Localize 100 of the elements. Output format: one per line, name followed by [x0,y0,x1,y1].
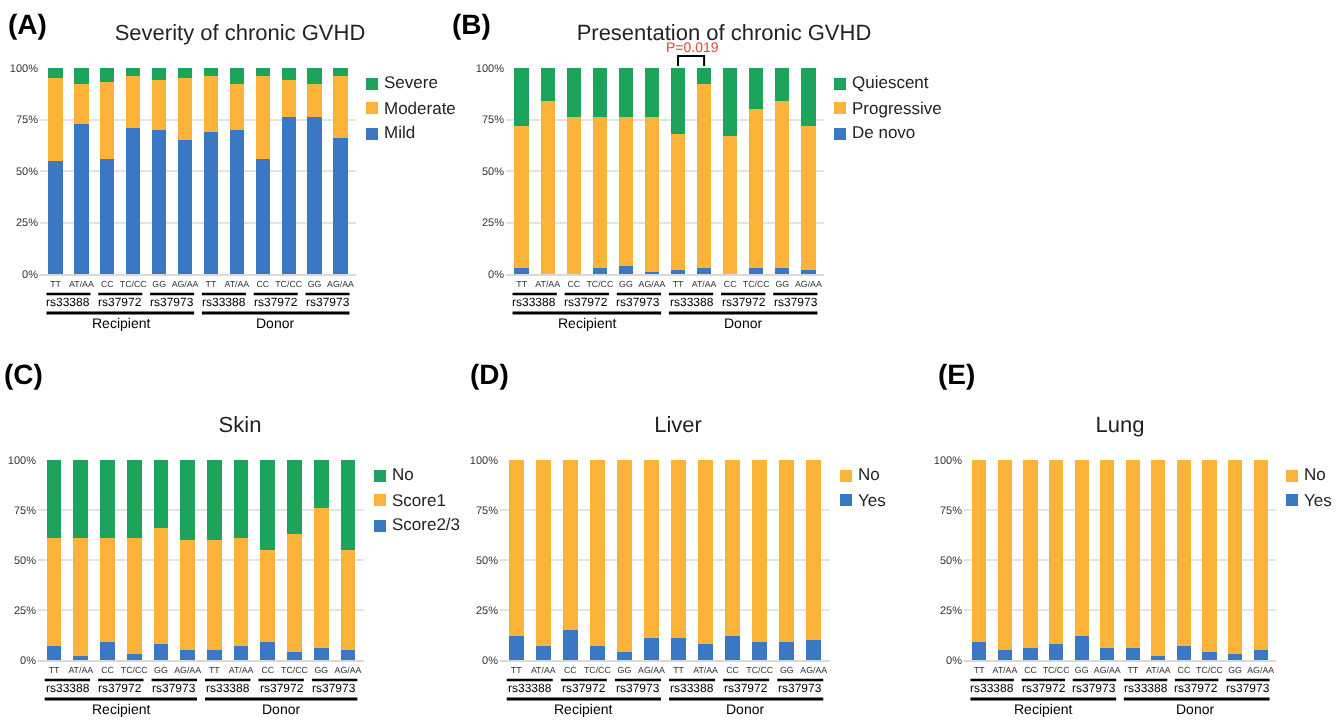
bar [152,68,167,81]
legend-label: Progressive [852,97,942,117]
bar [229,84,244,130]
bar [671,638,686,660]
bar [1049,460,1064,644]
bar [100,642,115,660]
bar [100,538,115,642]
bar [255,158,270,274]
bar [670,68,686,134]
bar [508,636,524,660]
bar [671,460,686,638]
bar [152,80,167,130]
bar [153,644,169,660]
bar [752,460,768,642]
bar [696,84,712,268]
bar [340,650,356,660]
bar [229,129,244,274]
bar [100,158,115,274]
bar [281,80,296,118]
legend-label: Mild [384,122,416,142]
bar [46,646,62,660]
bar [997,650,1012,660]
bar [801,125,816,270]
bar [562,460,578,630]
bar [46,538,62,646]
bar [1100,460,1115,648]
bar [100,82,115,159]
bar [207,540,222,650]
bar [535,460,551,646]
chart-title: Severity of chronic GVHD [114,22,366,46]
bar [1151,460,1166,656]
bar [540,100,555,274]
bar [698,644,714,660]
bar [566,117,581,274]
bar [313,508,329,648]
bar [177,140,193,274]
bar [233,646,249,660]
bar [644,460,659,638]
bar [203,76,219,132]
bar [1023,648,1038,660]
text: (D) [470,358,509,390]
bar [562,630,578,660]
bar [180,460,195,540]
bar [260,642,276,660]
bar [1202,652,1217,660]
bar [260,460,276,550]
bar [48,78,63,161]
bar [749,68,764,110]
bar [340,550,356,650]
bar [1023,460,1038,648]
legend-label: No [858,464,880,484]
bar [207,460,222,540]
bar [287,534,302,652]
bar [752,642,768,660]
bar [616,652,632,660]
bar [696,267,712,274]
bar [514,267,529,274]
bar [233,538,249,646]
bar [618,117,634,266]
bar [749,267,764,274]
bar [1074,460,1089,636]
bar [74,123,89,274]
bar [177,78,193,141]
bar [207,650,222,660]
bar [48,68,63,79]
bar [203,131,219,274]
bar [126,538,142,654]
bar [126,460,142,538]
bar [779,642,795,660]
bar [180,650,195,660]
bar [514,125,529,268]
bar [589,646,605,660]
bar [260,550,276,642]
bar [340,460,356,550]
bar [1228,654,1243,660]
bar [589,460,605,646]
bar [313,460,329,508]
bar [1202,460,1217,652]
bar [1049,644,1064,660]
bar [333,68,348,77]
text: (B) [452,8,491,40]
bar [592,267,607,274]
bar [100,460,115,538]
bar [333,76,348,139]
bar [203,68,219,77]
legend-label: De novo [852,122,916,142]
bar [307,68,322,85]
bar [1176,646,1191,660]
bar [749,109,764,268]
bar [255,76,270,159]
bar [997,460,1012,650]
bar [618,68,634,118]
bar [514,68,529,126]
bar [644,117,660,272]
legend-label: Quiescent [852,72,929,92]
text: (C) [4,358,43,390]
bar [1176,460,1191,646]
bar [566,68,581,118]
bar [972,460,987,642]
bar [592,117,607,268]
